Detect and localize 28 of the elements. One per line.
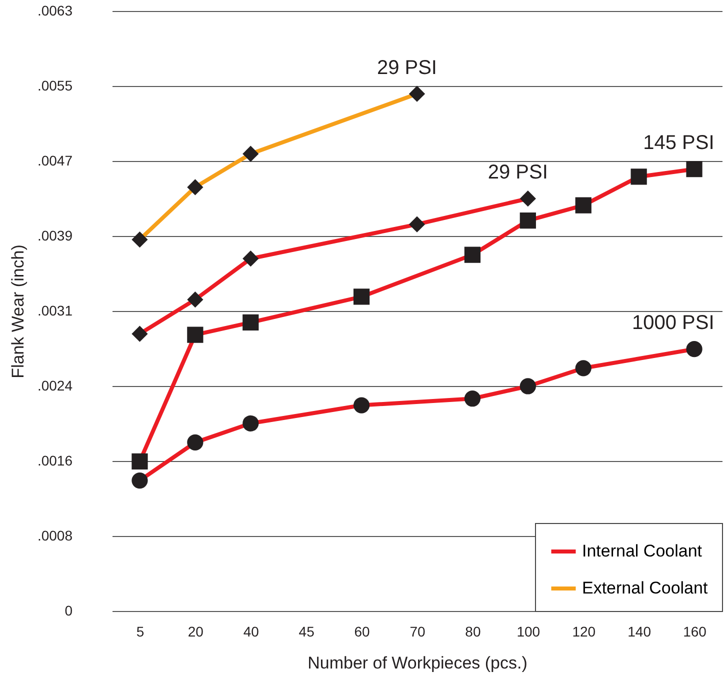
y-tick-label: .0008 — [37, 528, 73, 544]
x-tick-label: 140 — [628, 624, 652, 640]
legend-label: External Coolant — [582, 578, 708, 598]
x-tick-label: 80 — [465, 624, 481, 640]
x-tick-label: 45 — [298, 624, 315, 640]
x-tick-label: 100 — [516, 624, 540, 640]
y-tick-label: .0031 — [37, 302, 73, 318]
x-tick-label: 120 — [572, 624, 596, 640]
y-axis-title: Flank Wear (inch) — [8, 244, 28, 378]
annotation: 1000 PSI — [632, 312, 714, 334]
y-tick-label: 0 — [64, 602, 73, 618]
y-tick-label: .0055 — [37, 78, 73, 94]
x-tick-label: 20 — [188, 624, 204, 640]
y-tick-label: .0063 — [37, 2, 73, 18]
y-tick-label: .0024 — [37, 378, 73, 394]
y-tick-label: .0039 — [37, 228, 73, 244]
y-tick-label: .0016 — [37, 452, 73, 468]
legend-label: Internal Coolant — [582, 542, 702, 560]
y-tick-label: .0047 — [37, 152, 73, 168]
annotation: 29 PSI — [488, 162, 548, 184]
x-tick-label: 160 — [683, 624, 707, 640]
x-tick-label: 40 — [243, 624, 260, 640]
x-tick-label: 5 — [136, 624, 144, 640]
x-tick-label: 60 — [354, 624, 370, 640]
x-axis-title: Number of Workpieces (pcs.) — [308, 654, 528, 672]
annotation: 145 PSI — [643, 132, 714, 154]
x-tick-label: 70 — [410, 624, 426, 640]
annotation: 29 PSI — [376, 56, 437, 79]
